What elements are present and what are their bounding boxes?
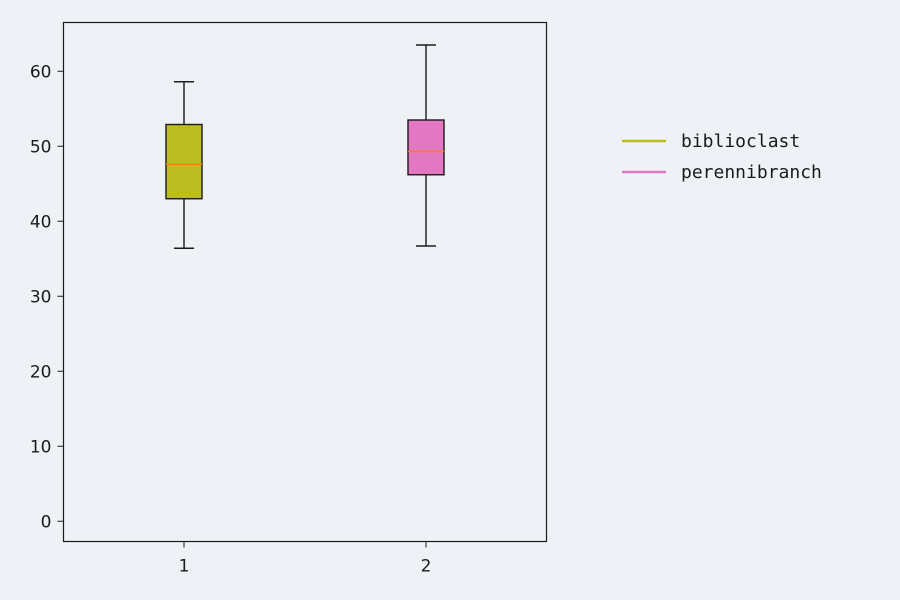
legend: biblioclast perennibranch (622, 131, 822, 183)
x-tick-label: 2 (421, 557, 432, 577)
y-tick-label: 50 (30, 137, 52, 157)
box-perennibranch (407, 119, 445, 176)
y-tick-label: 30 (30, 287, 52, 307)
legend-label: biblioclast (681, 131, 800, 152)
y-tick-label: 10 (30, 437, 52, 457)
y-tick-label: 20 (30, 362, 52, 382)
y-tick-label: 40 (30, 212, 52, 232)
y-tick-label: 60 (30, 62, 52, 82)
y-axis: 0 10 20 30 40 50 60 (30, 62, 64, 532)
boxes (165, 44, 445, 249)
y-tick-label: 0 (41, 512, 52, 532)
box-biblioclast (165, 123, 203, 200)
plot-area (62, 21, 548, 543)
legend-label: perennibranch (681, 162, 822, 183)
x-tick-label: 1 (179, 557, 190, 577)
